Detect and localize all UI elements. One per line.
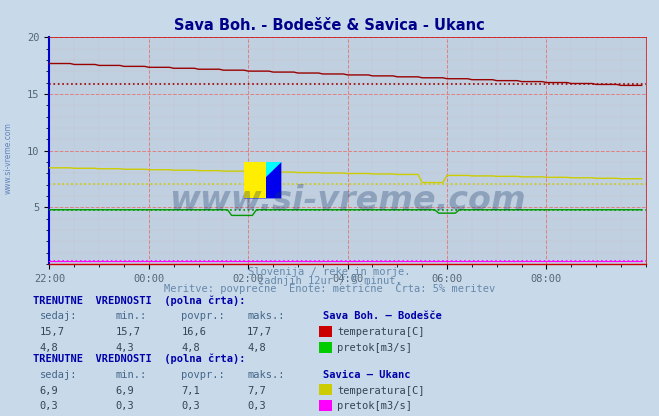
Text: 0,3: 0,3 [247,401,266,411]
Text: 7,7: 7,7 [247,386,266,396]
Text: 0,3: 0,3 [40,401,58,411]
Text: Savica – Ukanc: Savica – Ukanc [323,370,411,380]
Text: Meritve: povprečne  Enote: metrične  Črta: 5% meritev: Meritve: povprečne Enote: metrične Črta:… [164,282,495,294]
Text: Sava Boh. - Bodešče & Savica - Ukanc: Sava Boh. - Bodešče & Savica - Ukanc [174,18,485,33]
Text: povpr.:: povpr.: [181,370,225,380]
Text: 0,3: 0,3 [115,401,134,411]
Text: 16,6: 16,6 [181,327,206,337]
Text: pretok[m3/s]: pretok[m3/s] [337,401,413,411]
Text: zadnjih 12ur / 5 minut.: zadnjih 12ur / 5 minut. [258,276,401,286]
Text: sedaj:: sedaj: [40,312,77,322]
Text: povpr.:: povpr.: [181,312,225,322]
Text: Slovenija / reke in morje.: Slovenija / reke in morje. [248,267,411,277]
Text: 17,7: 17,7 [247,327,272,337]
Text: 4,3: 4,3 [115,343,134,353]
Text: maks.:: maks.: [247,370,285,380]
Polygon shape [244,162,281,198]
Text: 4,8: 4,8 [181,343,200,353]
Text: www.si-vreme.com: www.si-vreme.com [4,122,13,194]
Text: 15,7: 15,7 [115,327,140,337]
Text: maks.:: maks.: [247,312,285,322]
Text: 4,8: 4,8 [247,343,266,353]
Text: pretok[m3/s]: pretok[m3/s] [337,343,413,353]
Text: sedaj:: sedaj: [40,370,77,380]
Text: 15,7: 15,7 [40,327,65,337]
Text: 7,1: 7,1 [181,386,200,396]
Text: Sava Boh. – Bodešče: Sava Boh. – Bodešče [323,312,442,322]
Text: 6,9: 6,9 [115,386,134,396]
Text: min.:: min.: [115,370,146,380]
Text: 0,3: 0,3 [181,401,200,411]
Text: 6,9: 6,9 [40,386,58,396]
Text: www.si-vreme.com: www.si-vreme.com [169,184,526,217]
Text: temperatura[C]: temperatura[C] [337,386,425,396]
Polygon shape [244,162,266,198]
Text: temperatura[C]: temperatura[C] [337,327,425,337]
Text: 4,8: 4,8 [40,343,58,353]
Text: TRENUTNE  VREDNOSTI  (polna črta):: TRENUTNE VREDNOSTI (polna črta): [33,354,245,364]
Bar [244,162,281,198]
Text: min.:: min.: [115,312,146,322]
Text: TRENUTNE  VREDNOSTI  (polna črta):: TRENUTNE VREDNOSTI (polna črta): [33,295,245,306]
